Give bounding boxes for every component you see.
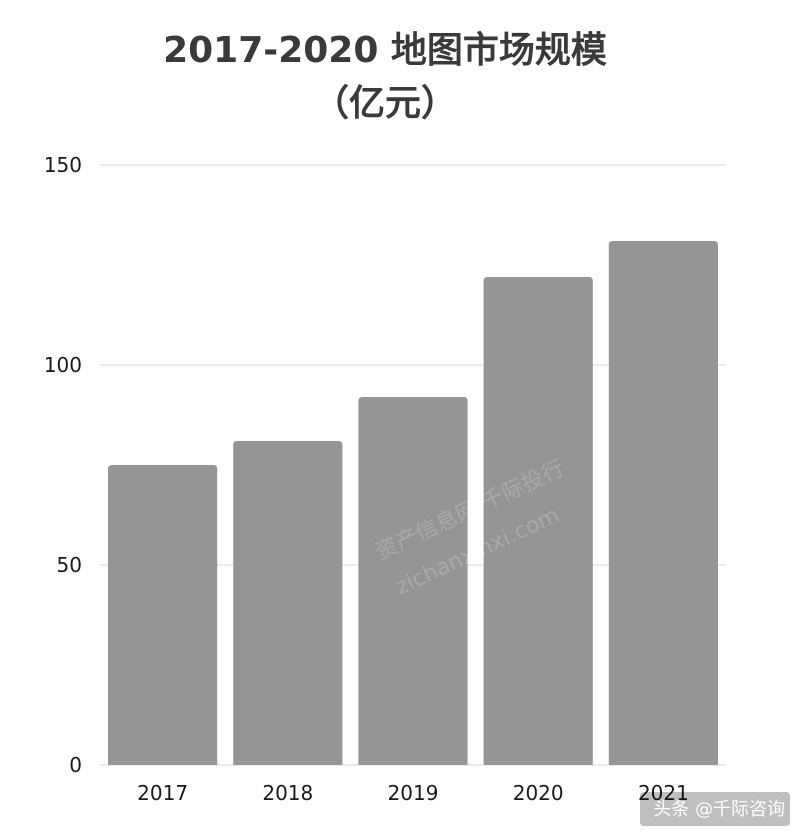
bar-2019	[358, 397, 468, 765]
bars	[108, 241, 718, 765]
y-tick-label: 50	[57, 553, 82, 577]
x-tick-label: 2017	[137, 781, 188, 805]
y-tick-label: 0	[69, 753, 82, 777]
x-tick-label: 2018	[262, 781, 313, 805]
x-tick-label: 2021	[638, 781, 689, 805]
x-tick-label: 2020	[513, 781, 564, 805]
bar-2018	[233, 441, 343, 765]
y-tick-label: 100	[44, 353, 82, 377]
x-axis-ticks: 2017 2018 2019 2020 2021	[137, 781, 689, 805]
x-tick-label: 2019	[388, 781, 439, 805]
chart-title-line2: （亿元）	[313, 83, 457, 124]
source-badge-bg	[640, 792, 790, 826]
bar-2020	[483, 277, 593, 765]
y-axis-ticks: 0 50 100 150	[44, 153, 82, 777]
y-tick-label: 150	[44, 153, 82, 177]
source-badge: 头条 @千际咨询	[653, 799, 785, 820]
bar-2017	[108, 465, 218, 765]
chart-title-line1: 2017-2020 地图市场规模	[163, 30, 607, 71]
bar-2021	[608, 241, 718, 765]
